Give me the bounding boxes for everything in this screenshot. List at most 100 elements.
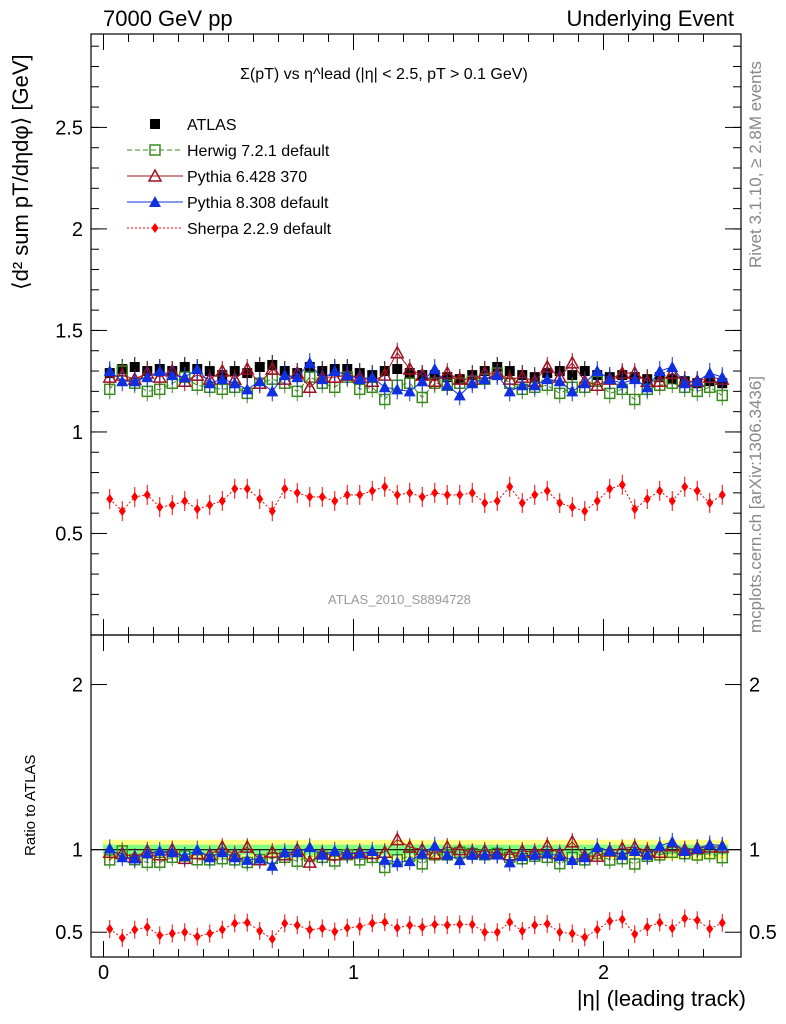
ratio-point xyxy=(181,927,189,938)
ratio-point xyxy=(666,835,679,847)
data-point xyxy=(416,375,429,387)
ratio-point xyxy=(368,918,376,929)
ratio-point xyxy=(153,844,166,856)
data-point xyxy=(581,506,589,517)
header-left: 7000 GeV pp xyxy=(103,6,233,31)
data-point xyxy=(589,377,605,392)
ratio-point xyxy=(391,856,404,868)
data-point xyxy=(491,369,504,381)
data-point xyxy=(302,379,318,394)
ratio-point xyxy=(578,851,591,863)
data-point xyxy=(393,489,401,500)
data-point xyxy=(143,489,151,500)
lower-ytick-label-right: 1 xyxy=(749,840,760,862)
data-point xyxy=(166,369,179,381)
ratio-point xyxy=(628,844,641,856)
header-right: Underlying Event xyxy=(566,6,734,31)
ratio-point xyxy=(566,853,579,865)
ratio-point xyxy=(718,917,726,928)
data-point xyxy=(556,498,564,509)
data-point xyxy=(392,364,403,375)
data-point xyxy=(606,483,614,494)
ratio-point xyxy=(456,919,464,930)
data-point xyxy=(579,366,590,377)
ratio-point xyxy=(603,844,616,856)
chart-title: Σ(pT) vs η^lead (|η| < 2.5, pT > 0.1 GeV… xyxy=(240,66,528,83)
data-point xyxy=(706,498,714,509)
data-point xyxy=(418,491,426,502)
data-point xyxy=(103,365,116,377)
data-point xyxy=(578,377,591,389)
ratio-point xyxy=(541,847,554,859)
data-point xyxy=(264,361,280,375)
xtick-label: 0 xyxy=(98,962,109,984)
data-point xyxy=(106,493,114,504)
ratio-point xyxy=(453,854,466,866)
data-point xyxy=(116,375,129,387)
data-point xyxy=(131,491,139,502)
ratio-point xyxy=(606,916,614,927)
data-point xyxy=(168,500,176,511)
ratio-point xyxy=(203,851,216,863)
ratio-point xyxy=(441,848,454,860)
xtick-label: 2 xyxy=(598,962,609,984)
data-point xyxy=(266,385,279,397)
ratio-point xyxy=(468,919,476,930)
ratio-point xyxy=(591,841,604,853)
ratio-point xyxy=(141,847,154,859)
ratio-point xyxy=(268,934,276,945)
ratio-point xyxy=(503,856,516,868)
ratio-point xyxy=(103,842,116,854)
ratio-point xyxy=(631,929,639,940)
legend-marker xyxy=(151,223,159,233)
data-point xyxy=(203,377,216,389)
data-point xyxy=(268,506,276,517)
ratio-point xyxy=(381,917,389,928)
lower-ytick-label: 0.5 xyxy=(55,922,83,944)
data-point xyxy=(281,483,289,494)
data-point xyxy=(341,369,354,381)
ratio-line xyxy=(109,917,723,940)
data-point xyxy=(153,365,166,377)
ratio-point xyxy=(593,924,601,935)
ratio-point xyxy=(118,932,126,943)
ratio-point xyxy=(353,847,366,859)
data-point xyxy=(178,371,191,383)
data-point xyxy=(406,487,414,498)
data-point xyxy=(503,385,516,397)
data-point xyxy=(318,491,326,502)
data-point xyxy=(718,489,726,500)
legend-marker xyxy=(149,144,161,156)
series-3 xyxy=(103,352,729,406)
ratio-point xyxy=(556,927,564,938)
data-point xyxy=(456,489,464,500)
data-point xyxy=(189,367,205,381)
ratio-point xyxy=(706,923,714,934)
data-point xyxy=(206,500,214,511)
data-point xyxy=(366,371,379,383)
ratio-point xyxy=(193,931,201,942)
data-point xyxy=(278,369,291,381)
data-point xyxy=(368,485,376,496)
ratio-point xyxy=(416,847,429,859)
xtick-label: 1 xyxy=(348,962,359,984)
ratio-point xyxy=(206,928,214,939)
ratio-point xyxy=(131,924,139,935)
ratio-point xyxy=(428,839,441,851)
ratio-point xyxy=(143,922,151,933)
data-point xyxy=(428,363,441,375)
ratio-point xyxy=(528,848,541,860)
data-point xyxy=(118,506,126,517)
ratio-point xyxy=(318,923,326,934)
ratio-point xyxy=(681,913,689,924)
data-point xyxy=(541,373,554,385)
data-point xyxy=(253,375,266,387)
data-point xyxy=(564,355,580,369)
ratio-point xyxy=(278,846,291,858)
ratio-point xyxy=(389,832,405,846)
data-point xyxy=(256,493,264,504)
x-axis-label: |η| (leading track) xyxy=(576,986,746,1011)
ratio-point xyxy=(331,926,339,937)
legend-label: Pythia 6.428 370 xyxy=(187,169,307,186)
